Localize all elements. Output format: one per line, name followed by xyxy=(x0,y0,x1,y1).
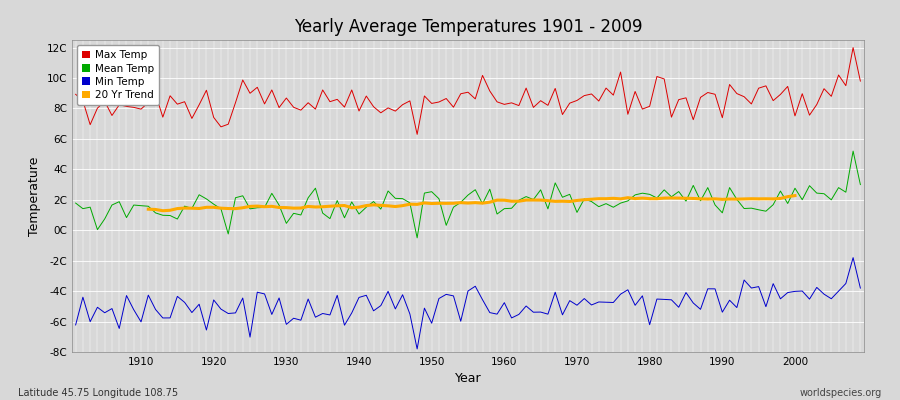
Text: Latitude 45.75 Longitude 108.75: Latitude 45.75 Longitude 108.75 xyxy=(18,388,178,398)
Legend: Max Temp, Mean Temp, Min Temp, 20 Yr Trend: Max Temp, Mean Temp, Min Temp, 20 Yr Tre… xyxy=(77,45,159,105)
Title: Yearly Average Temperatures 1901 - 2009: Yearly Average Temperatures 1901 - 2009 xyxy=(293,18,643,36)
X-axis label: Year: Year xyxy=(454,372,482,386)
Y-axis label: Temperature: Temperature xyxy=(28,156,41,236)
Text: worldspecies.org: worldspecies.org xyxy=(800,388,882,398)
